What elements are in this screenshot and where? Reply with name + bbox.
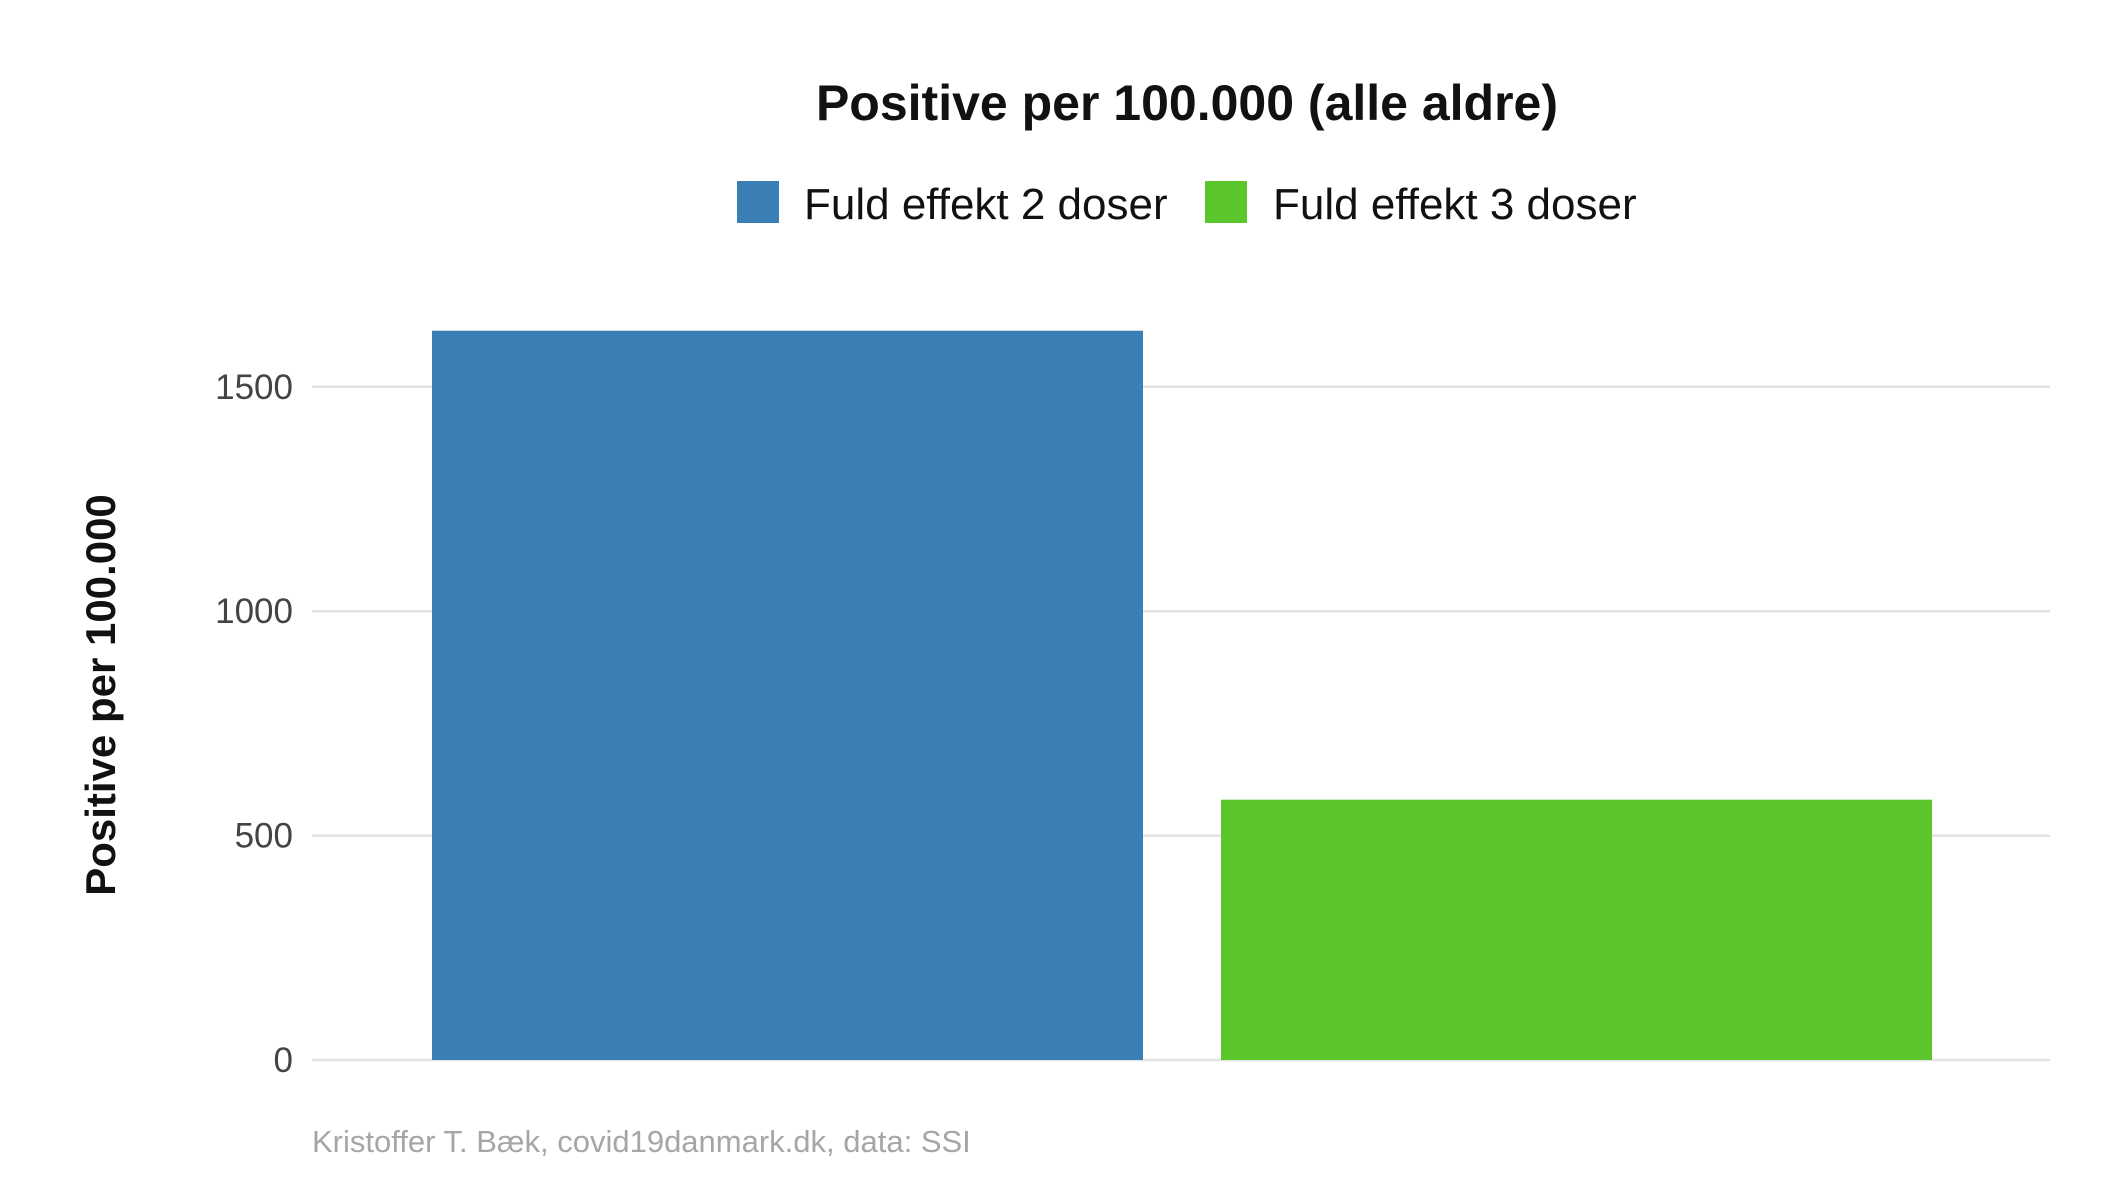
legend-label-2-doser: Fuld effekt 2 doser xyxy=(804,180,1168,229)
source-caption: Kristoffer T. Bæk, covid19danmark.dk, da… xyxy=(312,1124,971,1159)
legend-swatch-3-doser xyxy=(1205,181,1247,223)
bars xyxy=(432,330,1932,1060)
y-tick-label-1000: 1000 xyxy=(215,592,293,631)
y-axis-label: Positive per 100.000 xyxy=(77,494,124,896)
y-tick-label-0: 0 xyxy=(274,1041,293,1080)
legend: Fuld effekt 2 doser Fuld effekt 3 doser xyxy=(737,180,1637,229)
bar-3-doser xyxy=(1221,799,1932,1060)
legend-swatch-2-doser xyxy=(737,181,779,223)
bar-2-doser xyxy=(432,330,1143,1060)
chart-title: Positive per 100.000 (alle aldre) xyxy=(816,75,1558,131)
y-axis-ticks: 0 500 1000 1500 xyxy=(215,368,293,1080)
legend-label-3-doser: Fuld effekt 3 doser xyxy=(1273,180,1637,229)
y-tick-label-1500: 1500 xyxy=(215,368,293,407)
y-tick-label-500: 500 xyxy=(235,817,293,856)
